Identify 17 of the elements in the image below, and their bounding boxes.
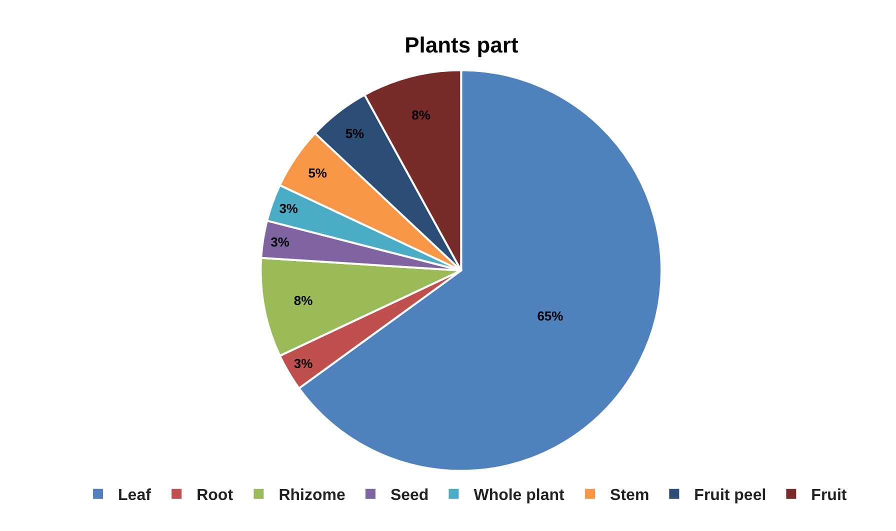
legend-label: Rhizome: [278, 487, 346, 504]
legend-label: Whole plant: [474, 487, 566, 504]
legend-label: Fruit peel: [694, 487, 766, 504]
data-label: 8%: [294, 293, 314, 308]
data-label: 5%: [308, 166, 328, 181]
legend-label: Fruit: [811, 487, 848, 504]
legend-label: Leaf: [118, 487, 152, 504]
data-label: 3%: [279, 200, 298, 216]
legend-label: Root: [196, 487, 234, 504]
data-label: 65%: [537, 308, 564, 324]
data-label: 3%: [270, 234, 290, 250]
legend-label: Stem: [610, 487, 650, 504]
data-label: 8%: [412, 108, 431, 123]
chart-title: Plants part: [404, 32, 519, 58]
legend-label: Seed: [390, 487, 429, 504]
data-label: 3%: [294, 356, 314, 372]
data-label: 5%: [345, 126, 365, 142]
